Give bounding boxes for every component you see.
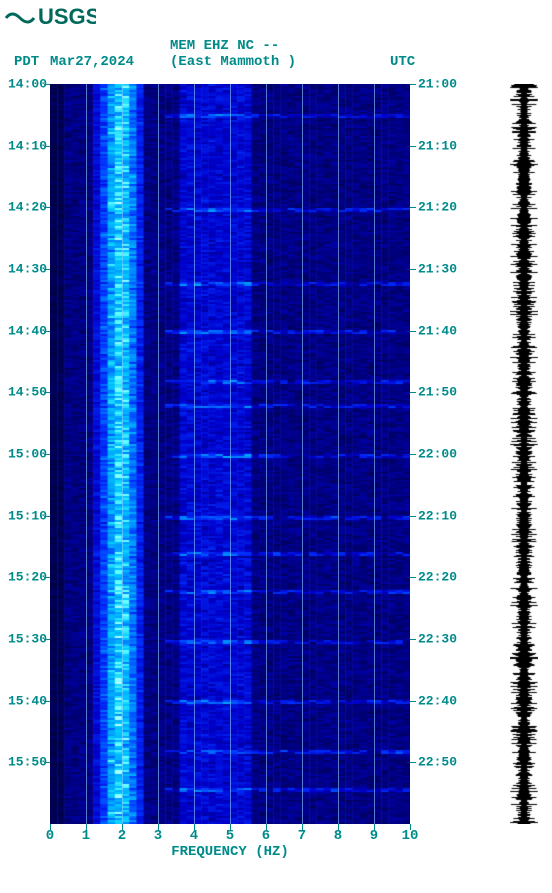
yaxis-left-tick: 15:00: [8, 447, 47, 462]
yaxis-right-tick: 22:50: [418, 755, 457, 770]
yaxis-right-mark: [410, 331, 416, 332]
yaxis-left-tick: 15:50: [8, 755, 47, 770]
gridline: [338, 84, 339, 824]
yaxis-right-mark: [410, 639, 416, 640]
yaxis-right-mark: [410, 577, 416, 578]
gridline: [374, 84, 375, 824]
yaxis-left-mark: [44, 639, 50, 640]
usgs-logo: USGS: [4, 2, 96, 32]
yaxis-right-tick: 22:20: [418, 570, 457, 585]
yaxis-right-tick: 21:20: [418, 200, 457, 215]
xaxis-tick-label: 6: [262, 828, 270, 844]
xaxis-tick-mark: [410, 824, 411, 830]
xaxis-label: FREQUENCY (HZ): [50, 844, 410, 860]
yaxis-right-tick: 21:30: [418, 262, 457, 277]
yaxis-left-mark: [44, 516, 50, 517]
gridline: [230, 84, 231, 824]
yaxis-left-mark: [44, 146, 50, 147]
yaxis-right-mark: [410, 454, 416, 455]
yaxis-right-mark: [410, 207, 416, 208]
gridline: [302, 84, 303, 824]
xaxis-tick-mark: [194, 824, 195, 830]
yaxis-left-mark: [44, 269, 50, 270]
yaxis-left-tick: 14:30: [8, 262, 47, 277]
station-location: (East Mammoth ): [170, 54, 296, 70]
xaxis-tick-mark: [302, 824, 303, 830]
yaxis-left-mark: [44, 454, 50, 455]
xaxis-tick-label: 5: [226, 828, 234, 844]
yaxis-right-tick: 21:00: [418, 77, 457, 92]
xaxis-tick-mark: [50, 824, 51, 830]
yaxis-left-mark: [44, 207, 50, 208]
xaxis-tick-mark: [158, 824, 159, 830]
tz-left: PDT: [14, 54, 39, 70]
yaxis-left-tick: 15:30: [8, 632, 47, 647]
gridline: [266, 84, 267, 824]
yaxis-left-tick: 15:20: [8, 570, 47, 585]
gridline: [86, 84, 87, 824]
yaxis-left-tick: 14:40: [8, 323, 47, 338]
logo-text: USGS: [38, 4, 96, 29]
gridline: [158, 84, 159, 824]
xaxis-tick-label: 4: [190, 828, 198, 844]
header-date: Mar27,2024: [50, 54, 134, 70]
yaxis-left-tick: 15:40: [8, 693, 47, 708]
yaxis-right-tick: 22:10: [418, 508, 457, 523]
xaxis-tick-label: 1: [82, 828, 90, 844]
yaxis-right-mark: [410, 762, 416, 763]
yaxis-right-tick: 22:30: [418, 632, 457, 647]
yaxis-left-tick: 14:20: [8, 200, 47, 215]
xaxis-tick-label: 3: [154, 828, 162, 844]
yaxis-right-tick: 21:40: [418, 323, 457, 338]
yaxis-right-tick: 21:10: [418, 138, 457, 153]
xaxis-tick-label: 2: [118, 828, 126, 844]
gridline: [122, 84, 123, 824]
yaxis-left-mark: [44, 577, 50, 578]
xaxis-tick-label: 7: [298, 828, 306, 844]
xaxis-tick-mark: [374, 824, 375, 830]
waveform-plot: [510, 84, 538, 824]
xaxis-tick-label: 8: [334, 828, 342, 844]
xaxis-tick-label: 9: [370, 828, 378, 844]
yaxis-right-tick: 22:00: [418, 447, 457, 462]
yaxis-left-mark: [44, 701, 50, 702]
xaxis-tick-mark: [230, 824, 231, 830]
xaxis-tick-label: 10: [402, 828, 419, 844]
yaxis-right-mark: [410, 701, 416, 702]
station-code: MEM EHZ NC --: [170, 38, 279, 54]
yaxis-left-tick: 15:10: [8, 508, 47, 523]
xaxis-tick-mark: [266, 824, 267, 830]
yaxis-right-tick: 22:40: [418, 693, 457, 708]
yaxis-right-tick: 21:50: [418, 385, 457, 400]
yaxis-left-mark: [44, 331, 50, 332]
yaxis-left-tick: 14:10: [8, 138, 47, 153]
xaxis-tick-label: 0: [46, 828, 54, 844]
gridline: [194, 84, 195, 824]
yaxis-left-tick: 14:50: [8, 385, 47, 400]
yaxis-right-mark: [410, 269, 416, 270]
xaxis-tick-mark: [338, 824, 339, 830]
yaxis-right-mark: [410, 146, 416, 147]
xaxis-tick-mark: [122, 824, 123, 830]
yaxis-left-mark: [44, 762, 50, 763]
yaxis-left-mark: [44, 84, 50, 85]
tz-right: UTC: [390, 54, 415, 70]
xaxis-tick-mark: [86, 824, 87, 830]
yaxis-left-mark: [44, 392, 50, 393]
yaxis-right-mark: [410, 392, 416, 393]
yaxis-left-tick: 14:00: [8, 77, 47, 92]
yaxis-right-mark: [410, 84, 416, 85]
yaxis-right-mark: [410, 516, 416, 517]
